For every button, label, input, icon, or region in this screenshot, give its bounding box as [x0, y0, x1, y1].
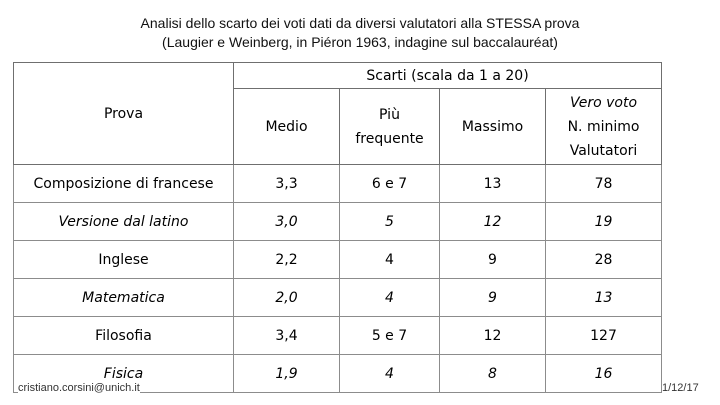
frequente-cell: 5: [339, 202, 440, 241]
valutatori-cell: 78: [544, 164, 663, 203]
piu-frequente-line-1: Più: [379, 106, 400, 123]
medio-cell: 1,9: [233, 354, 340, 393]
table-group-header-row: Prova Scarti (scala da 1 a 20): [13, 62, 663, 165]
frequente-cell: 5 e 7: [339, 316, 440, 355]
table-row: Versione dal latino 3,0 5 12 19: [13, 202, 663, 241]
valutatori-cell: 127: [544, 316, 663, 355]
prova-column-header: Prova: [13, 62, 234, 165]
valutatori-cell: 28: [544, 240, 663, 279]
piu-frequente-line-2: frequente: [355, 130, 424, 147]
massimo-cell: 13: [439, 164, 546, 203]
medio-column-header: Medio: [233, 88, 340, 165]
frequente-cell: 6 e 7: [339, 164, 440, 203]
medio-cell: 3,4: [233, 316, 340, 355]
valutatori-cell: 19: [544, 202, 663, 241]
frequente-cell: 4: [339, 354, 440, 393]
medio-cell: 3,3: [233, 164, 340, 203]
title-line-1: Analisi dello scarto dei voti dati da di…: [140, 15, 580, 31]
title-line-2: (Laugier e Weinberg, in Piéron 1963, ind…: [162, 34, 558, 50]
prova-cell: Filosofia: [13, 316, 234, 355]
vero-voto-line-3: Valutatori: [569, 142, 638, 159]
massimo-column-header: Massimo: [439, 88, 546, 165]
piu-frequente-column-header: Più frequente: [339, 88, 440, 165]
prova-cell: Inglese: [13, 240, 234, 279]
table-column-header-row: Medio Più frequente Massimo Vero voto N.…: [14, 88, 663, 165]
medio-cell: 2,0: [233, 278, 340, 317]
vero-voto-line-2: N. minimo: [567, 118, 640, 135]
table-row: Composizione di francese 3,3 6 e 7 13 78: [13, 164, 663, 203]
vero-voto-line-1: Vero voto: [569, 94, 638, 111]
prova-cell: Versione dal latino: [13, 202, 234, 241]
massimo-cell: 12: [439, 316, 546, 355]
scarti-table: Prova Scarti (scala da 1 a 20) Medio Più…: [13, 62, 663, 393]
medio-cell: 3,0: [233, 202, 340, 241]
medio-cell: 2,2: [233, 240, 340, 279]
footer-date: 1/12/17: [662, 382, 699, 394]
footer-author: cristiano.corsini@unich.it: [18, 382, 140, 394]
massimo-cell: 8: [439, 354, 546, 393]
massimo-cell: 9: [439, 240, 546, 279]
table-row: Inglese 2,2 4 9 28: [13, 240, 663, 279]
scarti-group-header: Scarti (scala da 1 a 20): [232, 62, 663, 89]
slide-title: Analisi dello scarto dei voti dati da di…: [0, 14, 720, 52]
table-row: Matematica 2,0 4 9 13: [13, 278, 663, 317]
frequente-cell: 4: [339, 240, 440, 279]
valutatori-cell: 13: [544, 278, 663, 317]
massimo-cell: 9: [439, 278, 546, 317]
massimo-cell: 12: [439, 202, 546, 241]
prova-cell: Matematica: [13, 278, 234, 317]
valutatori-cell: 16: [544, 354, 663, 393]
prova-cell: Composizione di francese: [13, 164, 234, 203]
frequente-cell: 4: [339, 278, 440, 317]
table-row: Filosofia 3,4 5 e 7 12 127: [13, 316, 663, 355]
vero-voto-column-header: Vero voto N. minimo Valutatori: [544, 88, 663, 165]
